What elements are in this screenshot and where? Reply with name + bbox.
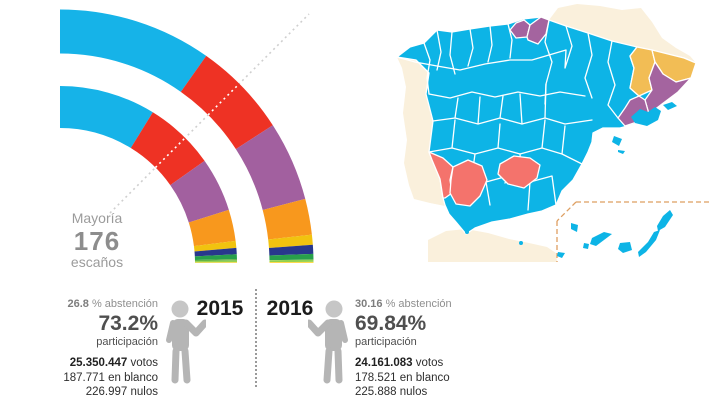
melilla: [519, 241, 523, 245]
votes-2016: 24.161.083 votos: [355, 357, 505, 370]
spain-province-map: [396, 4, 710, 262]
province-huelva: [428, 151, 454, 199]
votes-2015-label: votos: [130, 357, 159, 370]
seat-segment-2016-erc: [268, 234, 313, 249]
seat-segment-2015-psoe: [130, 112, 205, 186]
abstention-2016: 30.16 % abstención: [355, 298, 505, 311]
majority-seats-value: 176: [73, 225, 121, 256]
seat-segment-2016-pp: [59, 9, 207, 93]
participation-2015-label: participación: [96, 335, 158, 348]
seat-segment-2016-psoe: [180, 55, 273, 150]
participation-2015-pct: 73.2%: [98, 311, 158, 335]
province-sevilla: [449, 159, 488, 207]
blank-votes-2015: 187.771 en blanco: [63, 371, 158, 384]
seat-segment-2015-ciudadanos: [188, 209, 236, 247]
majority-threshold-line-outer-overlay: [207, 83, 240, 116]
abstention-2016-value: 30.16: [355, 298, 383, 310]
majority-threshold-line-inner-overlay: [154, 137, 186, 169]
province-barcelona: [644, 61, 692, 115]
province-gipuzkoa: [526, 16, 550, 45]
seat-segment-2015-pp: [59, 86, 153, 149]
votes-2015: 25.350.447 votos: [18, 357, 158, 370]
blank-votes-2016: 178.521 en blanco: [355, 371, 450, 384]
votes-2016-value: 24.161.083: [355, 357, 413, 370]
votes-2015-value: 25.350.447: [69, 357, 128, 370]
majority-label: Mayoría: [71, 210, 123, 226]
majority-seats-unit: escaños: [70, 253, 124, 270]
null-votes-2016: 225.888 nulos: [355, 385, 428, 398]
stats-2016: 30.16 % abstención 69.84% participación …: [355, 298, 505, 399]
year-label-2016: 2016: [266, 297, 314, 320]
null-votes-2015: 226.997 nulos: [85, 385, 158, 398]
majority-label-block: Mayoría 176 escaños: [36, 210, 158, 271]
seat-segment-2016-unidos-podemos: [235, 125, 306, 211]
seat-segment-2016-ciudadanos: [262, 198, 312, 240]
person-icon-2015: [166, 300, 206, 384]
seat-segment-2015-erc: [193, 240, 237, 252]
participation-2016-label: participación: [355, 335, 417, 348]
year-label-2015: 2015: [196, 297, 244, 320]
person-icon-2016: [308, 300, 348, 384]
abstention-2015: 26.8 % abstención: [18, 298, 158, 311]
ceuta: [465, 230, 469, 234]
france-landmass: [549, 4, 696, 63]
abstention-2015-value: 26.8: [67, 298, 89, 310]
portugal-landmass: [397, 57, 445, 206]
africa-landmass: [428, 229, 557, 262]
votes-2016-label: votos: [415, 357, 444, 370]
abstention-2015-label: % abstención: [91, 298, 158, 310]
seats-arc-chart: [59, 9, 314, 264]
stats-2015: 26.8 % abstención 73.2% participación 25…: [18, 298, 158, 399]
balearic-islands: [612, 102, 677, 154]
seat-segment-2015-podemos: [169, 160, 229, 224]
province-jaen: [497, 155, 541, 189]
canary-islands-frame: [556, 201, 710, 262]
canary-islands: [557, 210, 673, 258]
participation-2016-pct: 69.84%: [355, 311, 427, 335]
abstention-2016-label: % abstención: [385, 298, 452, 310]
stats-divider: [255, 289, 257, 387]
